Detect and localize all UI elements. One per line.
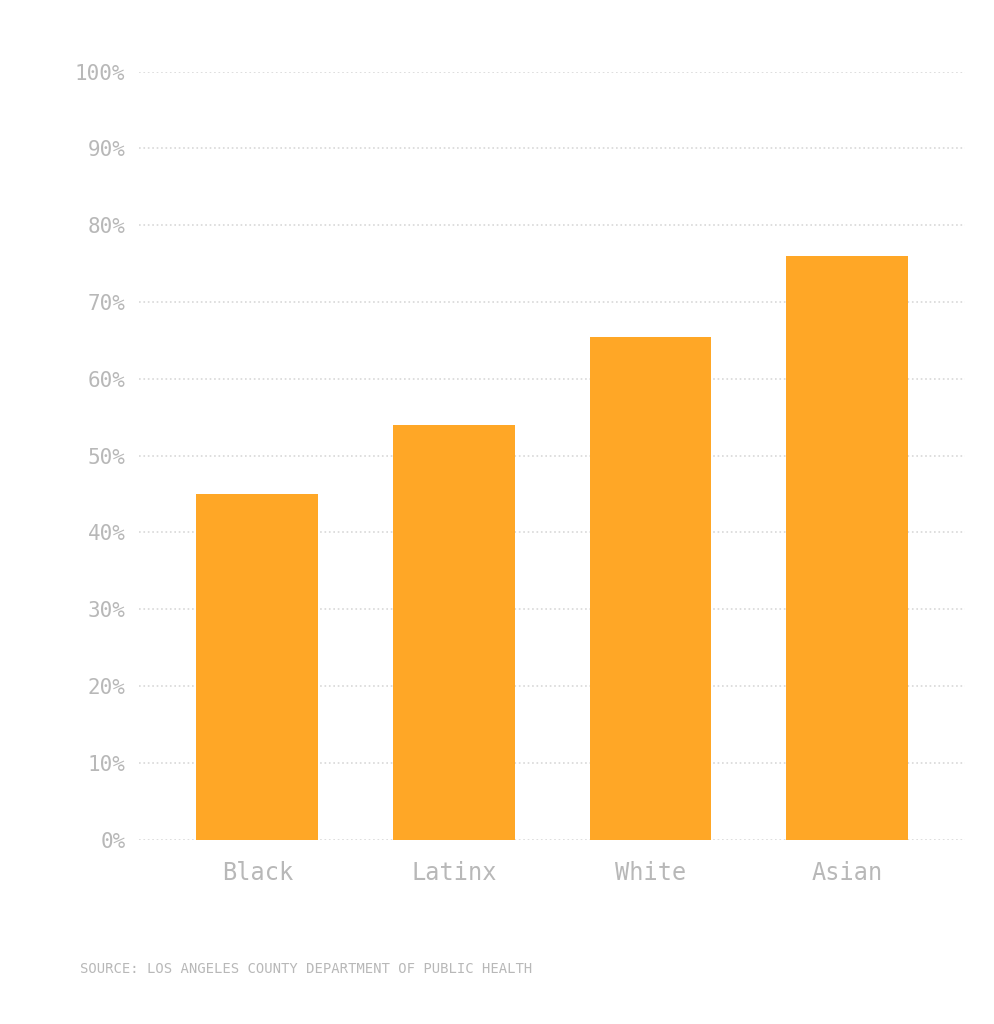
Bar bbox=[589, 337, 711, 840]
Text: SOURCE: LOS ANGELES COUNTY DEPARTMENT OF PUBLIC HEALTH: SOURCE: LOS ANGELES COUNTY DEPARTMENT OF… bbox=[80, 962, 532, 976]
Bar bbox=[785, 256, 908, 840]
Bar bbox=[393, 425, 514, 840]
Bar bbox=[196, 494, 318, 840]
